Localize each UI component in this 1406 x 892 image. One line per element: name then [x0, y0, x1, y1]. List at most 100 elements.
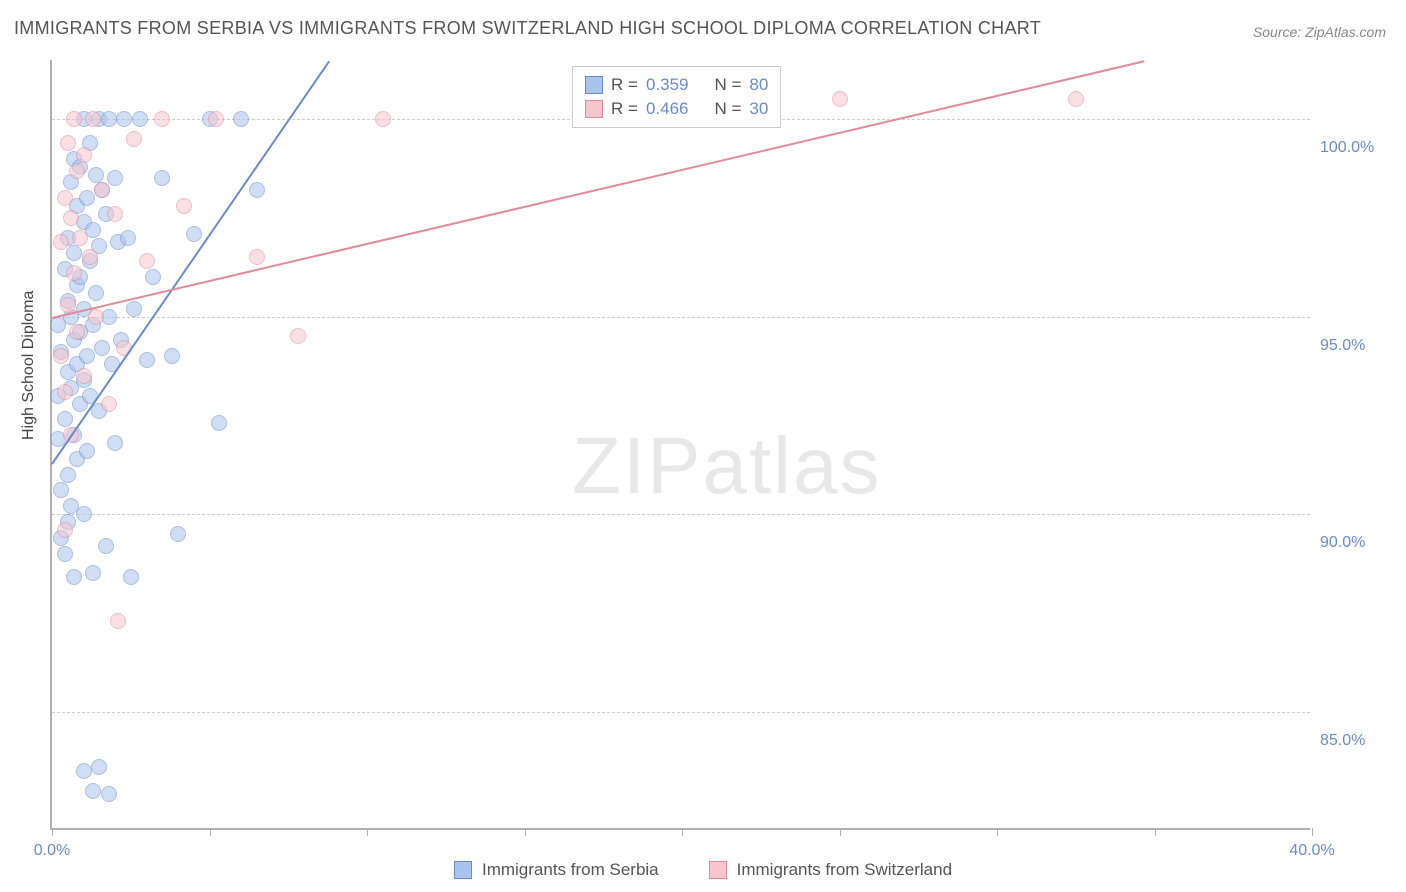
x-tick: [840, 828, 841, 836]
data-point: [154, 170, 170, 186]
plot-area: ZIPatlas 85.0%90.0%95.0%100.0% 0.0%40.0%…: [50, 60, 1310, 830]
series-legend: Immigrants from Serbia Immigrants from S…: [0, 860, 1406, 880]
data-point: [126, 131, 142, 147]
data-point: [233, 111, 249, 127]
x-tick: [210, 828, 211, 836]
x-tick: [1155, 828, 1156, 836]
data-point: [249, 182, 265, 198]
data-point: [120, 230, 136, 246]
swatch-serbia: [585, 76, 603, 94]
correlation-legend: R = 0.359 N = 80 R = 0.466 N = 30: [572, 66, 781, 128]
data-point: [164, 348, 180, 364]
x-tick-label: 40.0%: [1289, 842, 1334, 860]
x-tick: [52, 828, 53, 836]
data-point: [57, 546, 73, 562]
legend-row-switzerland: R = 0.466 N = 30: [585, 97, 768, 121]
data-point: [63, 210, 79, 226]
data-point: [79, 348, 95, 364]
data-point: [88, 167, 104, 183]
data-point: [101, 396, 117, 412]
data-point: [57, 384, 73, 400]
data-point: [94, 182, 110, 198]
legend-item-serbia: Immigrants from Serbia: [454, 860, 659, 880]
data-point: [145, 269, 161, 285]
data-point: [375, 111, 391, 127]
swatch-switzerland: [585, 100, 603, 118]
data-point: [139, 352, 155, 368]
data-point: [208, 111, 224, 127]
legend-item-switzerland: Immigrants from Switzerland: [709, 860, 952, 880]
data-point: [72, 230, 88, 246]
data-point: [88, 285, 104, 301]
r-value-switzerland: 0.466: [646, 97, 689, 121]
data-point: [76, 506, 92, 522]
data-point: [82, 249, 98, 265]
chart-title: IMMIGRANTS FROM SERBIA VS IMMIGRANTS FRO…: [14, 18, 1041, 39]
y-tick-label: 100.0%: [1320, 139, 1400, 157]
y-tick-label: 90.0%: [1320, 534, 1400, 552]
n-value-switzerland: 30: [749, 97, 768, 121]
data-point: [139, 253, 155, 269]
data-point: [107, 170, 123, 186]
data-point: [66, 265, 82, 281]
x-tick-label: 0.0%: [34, 842, 70, 860]
data-point: [249, 249, 265, 265]
data-point: [1068, 91, 1084, 107]
data-point: [132, 111, 148, 127]
data-point: [57, 411, 73, 427]
data-point: [53, 482, 69, 498]
data-point: [76, 368, 92, 384]
data-point: [101, 786, 117, 802]
data-point: [57, 522, 73, 538]
data-point: [69, 324, 85, 340]
data-point: [107, 206, 123, 222]
watermark: ZIPatlas: [572, 420, 881, 512]
data-point: [170, 526, 186, 542]
swatch-serbia: [454, 861, 472, 879]
data-point: [79, 443, 95, 459]
data-point: [60, 297, 76, 313]
data-point: [66, 245, 82, 261]
data-point: [176, 198, 192, 214]
swatch-switzerland: [709, 861, 727, 879]
x-tick: [997, 828, 998, 836]
source-attribution: Source: ZipAtlas.com: [1253, 24, 1386, 40]
data-point: [116, 111, 132, 127]
data-point: [123, 569, 139, 585]
r-value-serbia: 0.359: [646, 73, 689, 97]
r-label: R =: [611, 73, 638, 97]
x-tick: [367, 828, 368, 836]
x-tick: [525, 828, 526, 836]
n-label: N =: [714, 73, 741, 97]
legend-row-serbia: R = 0.359 N = 80: [585, 73, 768, 97]
data-point: [69, 163, 85, 179]
data-point: [186, 226, 202, 242]
series-name-switzerland: Immigrants from Switzerland: [737, 860, 952, 880]
n-label: N =: [714, 97, 741, 121]
data-point: [211, 415, 227, 431]
data-point: [85, 783, 101, 799]
data-point: [66, 569, 82, 585]
data-point: [85, 111, 101, 127]
data-point: [79, 190, 95, 206]
data-point: [76, 147, 92, 163]
data-point: [290, 328, 306, 344]
gridline: [52, 712, 1310, 713]
gridline: [52, 317, 1310, 318]
n-value-serbia: 80: [749, 73, 768, 97]
y-tick-label: 85.0%: [1320, 732, 1400, 750]
y-axis-label: High School Diploma: [20, 291, 38, 440]
data-point: [101, 111, 117, 127]
data-point: [53, 348, 69, 364]
x-tick: [1312, 828, 1313, 836]
data-point: [126, 301, 142, 317]
data-point: [154, 111, 170, 127]
data-point: [832, 91, 848, 107]
data-point: [60, 467, 76, 483]
y-tick-label: 95.0%: [1320, 337, 1400, 355]
series-name-serbia: Immigrants from Serbia: [482, 860, 659, 880]
data-point: [107, 435, 123, 451]
r-label: R =: [611, 97, 638, 121]
data-point: [76, 763, 92, 779]
data-point: [60, 135, 76, 151]
